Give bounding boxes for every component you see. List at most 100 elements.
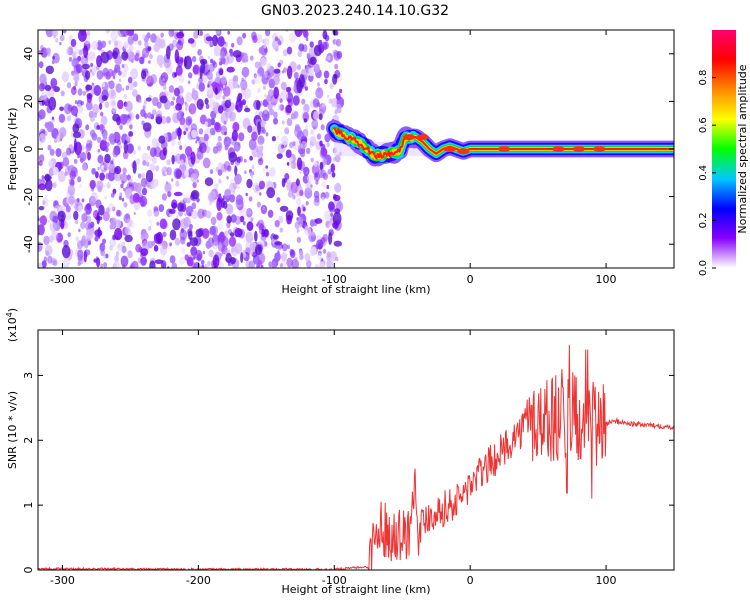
noise-speckle — [255, 34, 263, 44]
noise-speckle — [44, 174, 52, 181]
noise-speckle — [217, 162, 224, 171]
spectrogram-y-ticks: -40 -20 0 20 40 — [22, 47, 674, 253]
noise-speckle — [214, 87, 218, 96]
noise-speckle — [276, 197, 281, 203]
noise-speckle — [66, 82, 72, 89]
noise-speckle — [218, 179, 222, 184]
noise-speckle — [279, 227, 284, 233]
noise-speckle — [188, 212, 192, 217]
noise-speckle — [328, 98, 333, 104]
noise-speckle — [193, 30, 199, 39]
y-tick-label: 2 — [22, 437, 35, 444]
noise-speckle — [286, 46, 293, 55]
signal-hotspot — [593, 146, 606, 152]
noise-speckle — [134, 182, 142, 193]
spectrogram-y-label: Frequency (Hz) — [6, 108, 19, 191]
noise-speckle — [199, 30, 204, 36]
noise-speckle — [248, 138, 257, 150]
noise-speckle — [121, 51, 129, 61]
noise-speckle — [238, 132, 245, 142]
noise-speckle — [123, 140, 128, 154]
x-tick-label: 0 — [467, 273, 474, 286]
noise-speckle — [232, 75, 239, 83]
signal-hotspot — [443, 146, 456, 152]
noise-speckle — [81, 145, 85, 151]
noise-speckle — [286, 257, 293, 268]
y-tick-label: 20 — [22, 94, 35, 108]
noise-speckle — [185, 146, 193, 157]
noise-speckle — [45, 30, 54, 38]
noise-speckle — [38, 50, 42, 54]
noise-speckle — [100, 111, 104, 117]
noise-speckle — [296, 236, 301, 243]
noise-speckle — [128, 178, 133, 185]
noise-speckle — [71, 70, 75, 76]
noise-speckle — [298, 43, 305, 52]
noise-speckle — [169, 255, 176, 264]
noise-speckle — [314, 218, 323, 224]
noise-speckle — [45, 65, 54, 75]
noise-speckle — [311, 119, 319, 130]
noise-speckle — [185, 92, 193, 103]
noise-speckle — [217, 168, 223, 176]
noise-speckle — [197, 51, 200, 55]
snr-x-ticks: -300 -200 -100 0 100 — [50, 330, 617, 587]
noise-speckle — [156, 101, 162, 109]
noise-speckle — [210, 216, 217, 226]
noise-speckle — [223, 84, 226, 89]
noise-speckle — [234, 215, 242, 225]
snr-panel: -300 -200 -100 0 100 0 1 2 3 Height of straight… — [5, 308, 675, 596]
noise-speckle — [289, 141, 294, 149]
noise-speckle — [229, 257, 236, 265]
noise-speckle — [71, 51, 77, 58]
noise-speckle — [177, 140, 182, 146]
noise-speckle — [127, 81, 134, 91]
noise-speckle — [108, 80, 115, 90]
noise-speckle — [229, 194, 236, 203]
noise-speckle — [86, 229, 94, 240]
noise-speckle — [122, 150, 129, 160]
snr-series-line — [38, 344, 674, 570]
noise-speckle — [104, 196, 108, 200]
noise-speckle — [38, 82, 45, 92]
noise-speckle — [75, 236, 79, 242]
noise-speckle — [95, 171, 99, 179]
noise-speckle — [109, 237, 117, 248]
noise-speckle — [280, 252, 288, 262]
y-tick-label: 3 — [22, 372, 35, 379]
noise-speckle — [228, 236, 237, 247]
noise-speckle — [264, 73, 268, 78]
noise-speckle — [255, 185, 260, 192]
noise-speckle — [171, 154, 175, 165]
noise-speckle — [176, 31, 185, 39]
noise-speckle — [220, 57, 226, 65]
noise-speckle — [147, 209, 153, 217]
noise-speckle — [140, 234, 145, 241]
noise-speckle — [240, 252, 244, 263]
noise-speckle — [83, 210, 86, 214]
noise-speckle — [317, 82, 320, 87]
noise-speckle — [313, 161, 318, 167]
noise-speckle — [302, 128, 309, 138]
noise-speckle — [68, 195, 75, 205]
noise-speckle — [84, 243, 89, 249]
noise-speckle — [114, 63, 121, 73]
noise-speckle — [187, 38, 195, 44]
noise-speckle — [142, 47, 150, 58]
noise-speckle — [305, 171, 309, 175]
noise-speckle — [91, 167, 96, 175]
noise-speckle — [137, 173, 142, 179]
noise-speckle — [332, 221, 339, 229]
noise-speckle — [273, 117, 278, 125]
noise-speckle — [114, 255, 119, 262]
noise-speckle — [196, 136, 200, 142]
noise-speckle — [230, 51, 234, 57]
signal-hotspot — [552, 146, 565, 152]
noise-speckle — [100, 164, 105, 170]
noise-speckle — [321, 181, 327, 189]
noise-speckle — [333, 240, 342, 247]
noise-speckle — [142, 122, 152, 132]
noise-speckle — [156, 142, 160, 148]
noise-speckle — [244, 170, 247, 174]
colorbar-tick-label: 0.8 — [698, 70, 709, 86]
